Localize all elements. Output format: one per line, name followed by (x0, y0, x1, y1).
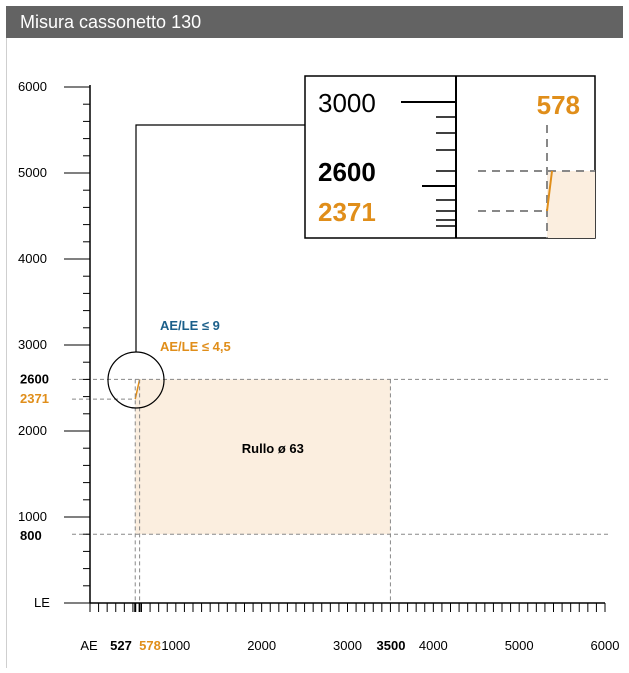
y-tick-label: 1000 (18, 509, 47, 524)
y-axis-label: LE (34, 595, 50, 610)
legend-entry: AE/LE ≤ 4,5 (160, 339, 231, 354)
x-tick-label: 4000 (419, 638, 448, 653)
x-tick-label: 2000 (247, 638, 276, 653)
y-tick-label: 5000 (18, 165, 47, 180)
header-bar: Misura cassonetto 130 (6, 6, 623, 38)
region-label: Rullo ø 63 (242, 441, 304, 456)
page-title: Misura cassonetto 130 (20, 12, 202, 32)
x-axis-label: AE (80, 638, 98, 653)
x-highlight-label: 527 (110, 638, 132, 653)
y-tick-label: 2000 (18, 423, 47, 438)
legend-entry: AE/LE ≤ 9 (160, 318, 220, 333)
inset-label: 2371 (318, 197, 376, 227)
region-area (135, 379, 391, 535)
y-highlight-label: 2371 (20, 391, 49, 406)
inset-region (547, 171, 595, 238)
x-tick-label: 5000 (505, 638, 534, 653)
zoom-connector (135, 124, 305, 352)
region-limit-line (134, 379, 141, 400)
y-highlight-label: 800 (20, 528, 42, 543)
inset-limit-line (546, 170, 553, 212)
y-tick-label: 4000 (18, 251, 47, 266)
frame-left-border (6, 38, 7, 668)
x-highlight-label: 3500 (377, 638, 406, 653)
inset-label: 2600 (318, 157, 376, 187)
x-highlight-label: 578 (139, 638, 161, 653)
inset-label: 578 (537, 90, 580, 120)
inset-label: 3000 (318, 88, 376, 118)
x-tick-label: 3000 (333, 638, 362, 653)
y-highlight-label: 2600 (20, 371, 49, 386)
y-tick-label: 3000 (18, 337, 47, 352)
x-tick-label: 1000 (161, 638, 190, 653)
x-tick-label: 6000 (591, 638, 620, 653)
y-tick-label: 6000 (18, 79, 47, 94)
